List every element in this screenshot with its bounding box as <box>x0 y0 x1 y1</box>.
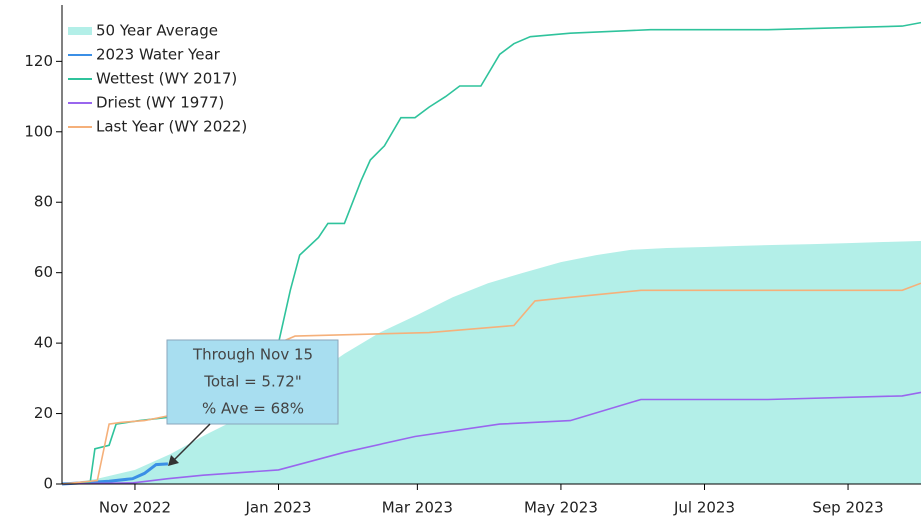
line <box>61 462 168 486</box>
x-tick-label: May 2023 <box>524 499 598 517</box>
tooltip-box <box>166 339 339 425</box>
x-tick-label: Jul 2023 <box>673 499 735 517</box>
legend-label: Wettest (WY 2017) <box>96 70 237 88</box>
y-tick-label: 60 <box>34 263 53 281</box>
x-tick-label: Mar 2023 <box>382 499 453 517</box>
y-tick-label: 40 <box>34 334 53 352</box>
legend-label: 50 Year Average <box>96 22 218 40</box>
x-tick-label: Nov 2022 <box>99 499 171 517</box>
legend-label: Driest (WY 1977) <box>96 94 224 112</box>
y-tick-label: 80 <box>34 193 53 211</box>
y-tick-label: 120 <box>24 52 53 70</box>
y-tick-label: 0 <box>43 475 53 493</box>
x-tick-label: Jan 2023 <box>244 499 311 517</box>
tooltip-arrow <box>171 423 211 463</box>
tooltip-arrowhead <box>168 455 179 466</box>
tooltip-text: Through Nov 15 <box>192 346 313 364</box>
x-tick-label: Sep 2023 <box>812 499 883 517</box>
y-tick-label: 20 <box>34 404 53 422</box>
tooltip-text: % Ave = 68% <box>202 400 304 418</box>
line <box>61 391 921 485</box>
legend-label: 2023 Water Year <box>96 46 221 64</box>
legend-label: Last Year (WY 2022) <box>96 118 247 136</box>
y-tick-label: 100 <box>24 122 53 140</box>
tooltip: Through Nov 15 Total = 5.72" % Ave = 68% <box>166 339 339 425</box>
tooltip-text: Total = 5.72" <box>203 373 301 391</box>
